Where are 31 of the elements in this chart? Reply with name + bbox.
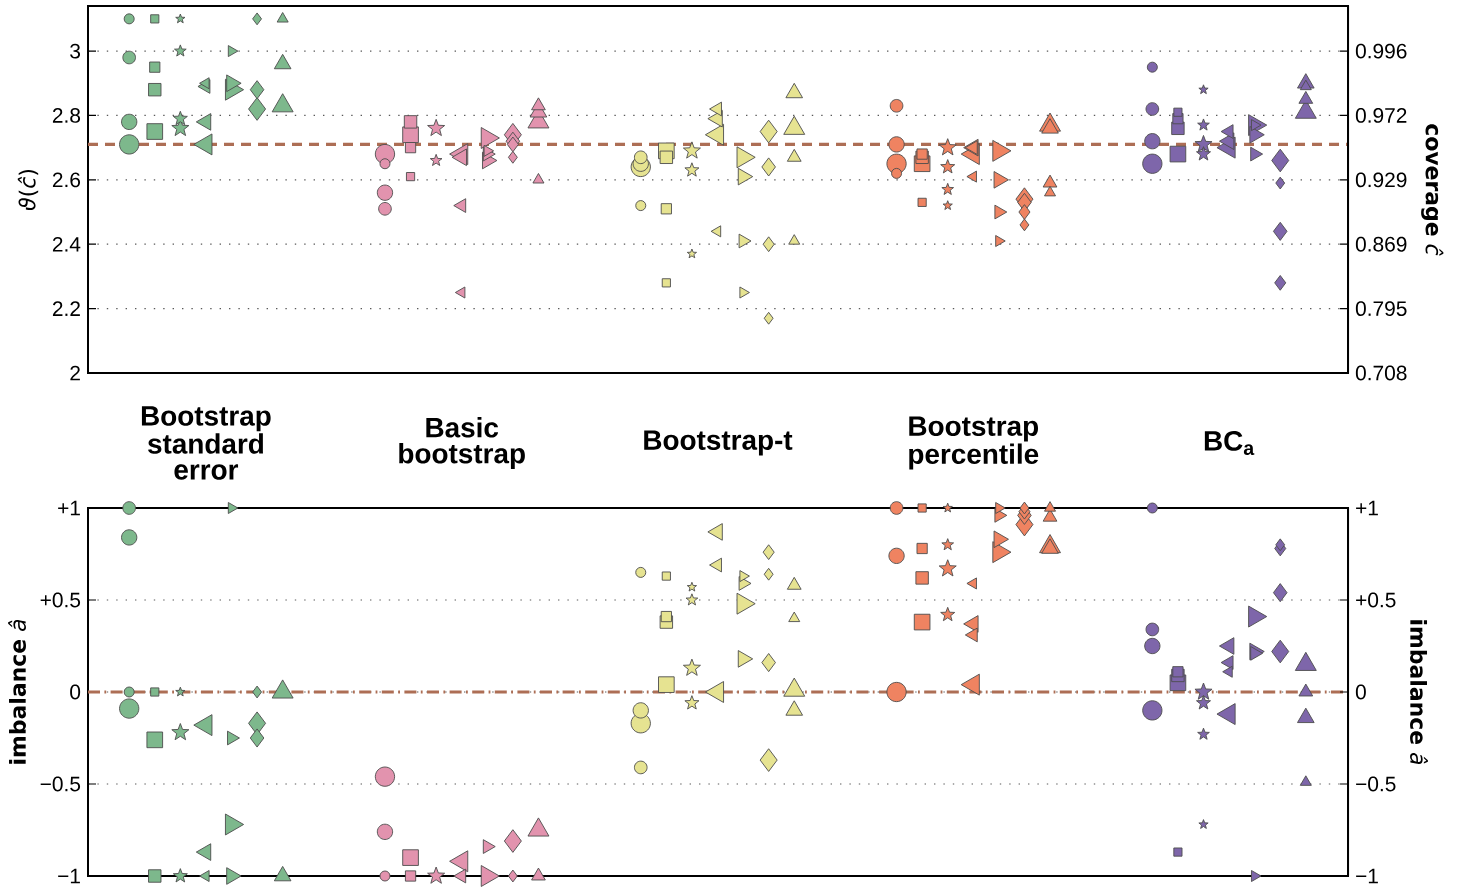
category-label: 0.869 <box>1355 236 1407 252</box>
y-tick-label: 3 <box>70 43 81 59</box>
y2-tick-label: +1 <box>1356 500 1378 516</box>
y2-tick-label: −1 <box>1356 868 1378 884</box>
x-tick-label: Basic bootstrap <box>399 417 525 469</box>
y-tick-label: 2 <box>70 365 80 381</box>
y2-axis-title: imbalance â <box>1410 620 1428 765</box>
y-tick-label: 2.6 <box>52 172 81 188</box>
y-tick-label: −1 <box>58 868 80 884</box>
y-tick-label: −0.5 <box>40 776 81 792</box>
y-axis-title: ϑ(ĉ) <box>17 170 39 210</box>
x-tick-label: BC$_{a}$ <box>1204 430 1255 455</box>
y2-tick-label: +0.5 <box>1356 592 1396 608</box>
y-tick-label: +1 <box>58 500 80 516</box>
y2-tick-label: −0.5 <box>1356 776 1396 792</box>
category-label: 0.708 <box>1355 365 1407 381</box>
x-tick-label: Bootstrap-t <box>644 430 793 456</box>
x-tick-label: Bootstrap percentile <box>909 416 1039 470</box>
category-label: 0.996 <box>1355 43 1407 59</box>
y2-axis-title: coverage ĉ <box>1421 124 1444 256</box>
y-tick-label: 0 <box>70 684 81 700</box>
category-label: 0.929 <box>1355 172 1407 188</box>
y-tick-label: +0.5 <box>40 592 81 608</box>
y2-tick-label: 0 <box>1355 684 1366 700</box>
y-tick-label: 2.4 <box>52 236 81 252</box>
x-tick-label: Bootstrap standard error <box>141 406 271 480</box>
category-label: 0.972 <box>1355 108 1407 123</box>
category-label: 0.795 <box>1355 301 1407 317</box>
y-tick-label: 2.8 <box>52 108 81 123</box>
y-axis-title: imbalance â <box>8 619 26 764</box>
y-tick-label: 2.2 <box>52 301 80 316</box>
